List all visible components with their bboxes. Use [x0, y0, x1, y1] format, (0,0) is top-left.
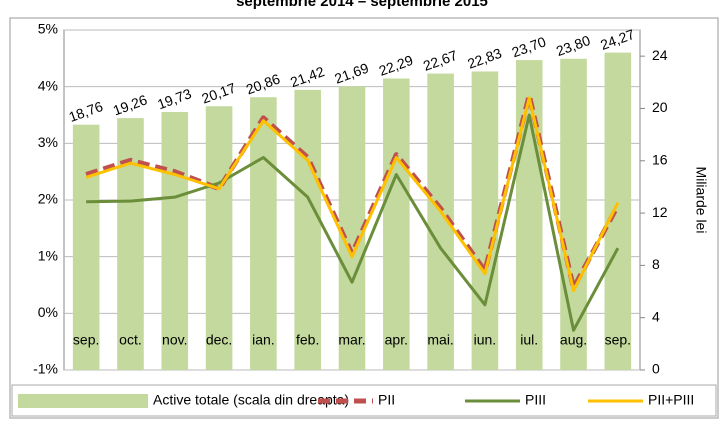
x-tick-label: iun.	[474, 332, 497, 348]
data-label: 23,70	[510, 33, 549, 60]
x-tick-label: aug.	[560, 332, 587, 348]
x-tick-label: apr.	[385, 332, 408, 348]
x-tick-label: oct.	[119, 332, 142, 348]
chart-frame	[9, 17, 719, 419]
y-tick-label: 2%	[38, 191, 58, 207]
bar	[604, 52, 632, 370]
legend-swatch	[18, 394, 148, 408]
y-tick-label: 4%	[38, 77, 58, 93]
y2-tick-label: 20	[652, 99, 668, 115]
y-tick-label: 5%	[38, 21, 58, 37]
data-label: 22,29	[377, 52, 416, 79]
data-label: 22,83	[465, 45, 504, 72]
y2-tick-label: 12	[652, 204, 668, 220]
y2-tick-label: 4	[652, 308, 660, 324]
data-label: 23,80	[554, 32, 593, 59]
x-tick-label: sep.	[73, 332, 99, 348]
y2-tick-label: 0	[652, 361, 660, 377]
y2-tick-label: 16	[652, 151, 668, 167]
line-series	[86, 113, 620, 332]
bar	[383, 78, 410, 370]
legend-label: PIII	[525, 392, 546, 408]
data-label: 20,17	[199, 79, 238, 106]
data-label: 18,76	[67, 98, 106, 125]
x-tick-label: ian.	[252, 332, 275, 348]
y2-axis-label: Miliarde lei	[693, 167, 709, 234]
x-tick-label: dec.	[206, 332, 232, 348]
y-tick-label: 3%	[38, 134, 58, 150]
legend-label: Active totale (scala din dreapta)	[153, 392, 349, 408]
x-tick-label: nov.	[162, 332, 187, 348]
data-label: 21,42	[288, 63, 327, 90]
x-tick-label: feb.	[296, 332, 319, 348]
bar	[471, 71, 499, 370]
legend-label: PII	[378, 392, 395, 408]
data-label: 21,69	[332, 60, 371, 87]
line-series	[85, 96, 620, 293]
bar	[294, 89, 321, 371]
bar	[72, 124, 100, 370]
data-label: 19,26	[111, 91, 150, 118]
bar	[515, 60, 543, 370]
legend-label: PII+PIII	[648, 392, 694, 408]
chart-title: septembrie 2014 – septembrie 2015	[236, 0, 488, 10]
y-tick-label: 1%	[38, 247, 58, 263]
x-tick-label: mai.	[427, 332, 453, 348]
y2-tick-label: 8	[652, 256, 660, 272]
x-tick-label: iul.	[520, 332, 538, 348]
data-label: 22,67	[421, 47, 460, 74]
y2-tick-label: 24	[652, 47, 668, 63]
bar	[560, 58, 587, 371]
bar	[161, 111, 189, 370]
bar	[250, 97, 277, 370]
bar	[205, 106, 233, 370]
x-tick-label: mar.	[338, 332, 365, 348]
x-tick-label: sep.	[605, 332, 631, 348]
data-label: 20,86	[244, 70, 283, 97]
y-tick-label: -1%	[33, 361, 58, 377]
y-tick-label: 0%	[38, 304, 58, 320]
data-label: 19,73	[155, 85, 194, 112]
